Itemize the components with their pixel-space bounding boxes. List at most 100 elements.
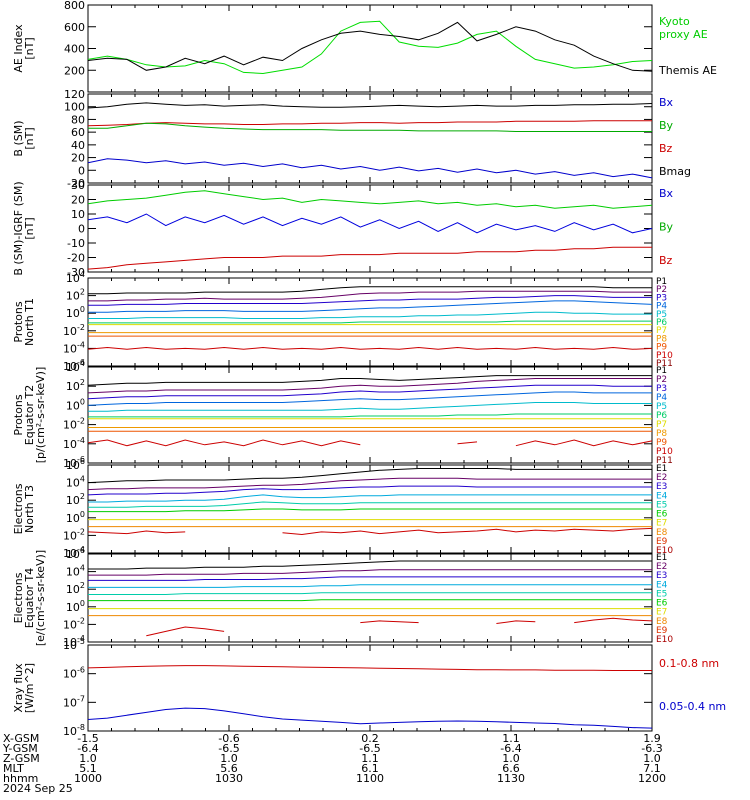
series-line-E2 — [87, 477, 652, 491]
ephemeris-value: -6.3 — [641, 742, 662, 755]
y-tick-label: 10-4 — [63, 436, 85, 451]
legend-entry: E10 — [656, 546, 673, 556]
y-tick-label: 104 — [66, 564, 85, 579]
date-label: 2024 Sep 25 — [3, 782, 73, 795]
legend-entry: P8 — [656, 334, 667, 344]
y-tick-label: 10-6 — [63, 358, 85, 373]
y-axis-label: [nT] — [23, 217, 36, 239]
y-tick-label: 10-4 — [63, 340, 85, 355]
legend-entry: P5 — [656, 310, 667, 320]
y-axis-label: [e/(cm²-s-sr-keV)] — [34, 550, 47, 646]
series-line-By — [88, 122, 652, 132]
y-tick-label: 106 — [66, 457, 85, 472]
y-tick-label: 100 — [66, 510, 85, 525]
legend-entry: P7 — [656, 326, 667, 336]
series-line-E5 — [88, 592, 652, 595]
y-tick-label: 400 — [64, 43, 85, 56]
legend-entry: E7 — [656, 519, 667, 529]
legend-entry: E9 — [656, 626, 668, 636]
panel-frame-pe — [87, 366, 653, 464]
panel-frame-bsmigrf — [87, 184, 653, 273]
series-line-Bx — [87, 158, 653, 179]
y-tick-label: 102 — [66, 581, 85, 596]
series-line-P5 — [88, 402, 652, 412]
y-tick-label: 200 — [64, 64, 85, 77]
series-line-E1 — [87, 468, 652, 484]
legend-entry: 0.1-0.8 nm — [659, 657, 719, 670]
series-line-P1 — [87, 375, 652, 386]
y-axis-label: B (SM) — [12, 120, 25, 156]
series-line-E9 — [146, 617, 653, 637]
legend-entry: E3 — [656, 482, 667, 492]
y-tick-label: 102 — [66, 378, 85, 393]
ephemeris-value: 1.1 — [502, 732, 520, 745]
ephemeris-value: 1.0 — [502, 752, 520, 765]
legend-entry: P11 — [656, 359, 673, 369]
legend-entry: P10 — [656, 447, 673, 457]
ephemeris-value: -6.5 — [359, 742, 380, 755]
ephemeris-row-label: Y-GSM — [2, 742, 38, 755]
ephemeris-value: 6.1 — [361, 762, 379, 775]
legend-entry: P1 — [656, 277, 667, 287]
ephemeris-value: 1.9 — [643, 732, 661, 745]
ephemeris-row-label: MLT — [3, 762, 24, 775]
legend-entry: 0.05-0.4 nm — [659, 700, 726, 713]
y-tick-label: -20 — [67, 177, 85, 190]
y-tick-label: 600 — [64, 21, 85, 34]
y-tick-label: 30 — [71, 179, 85, 192]
y-tick-label: 120 — [64, 88, 85, 101]
ephemeris-value: 1.0 — [220, 752, 238, 765]
series-line-0.1-0.8-nm — [87, 665, 652, 671]
legend-entry: P3 — [656, 384, 667, 394]
y-tick-label: 104 — [66, 359, 85, 374]
legend-entry: E6 — [656, 510, 668, 520]
ephemeris-value: 1200 — [638, 772, 666, 785]
legend-entry: Bmag — [659, 165, 691, 178]
ephemeris-value: 1.1 — [361, 752, 379, 765]
y-tick-label: 10-5 — [63, 637, 85, 652]
ephemeris-value: -6.4 — [500, 742, 521, 755]
y-tick-label: 10-8 — [63, 723, 85, 738]
panel-frame-bsm — [87, 93, 653, 184]
legend-entry: E8 — [656, 617, 668, 627]
legend-entry: By — [659, 221, 674, 234]
ephemeris-value: 5.1 — [79, 762, 97, 775]
y-tick-label: 10-2 — [63, 616, 85, 631]
legend-entry: E1 — [656, 464, 667, 474]
series-line-P5 — [88, 311, 652, 319]
legend-entry: P6 — [656, 411, 667, 421]
y-axis-label: [nT] — [23, 127, 36, 149]
series-line-E1 — [88, 560, 652, 570]
series-line-0.05-0.4-nm — [87, 707, 653, 729]
y-tick-label: 60 — [71, 126, 85, 139]
y-axis-label: Equator T4 — [23, 568, 36, 628]
series-line-Bz — [87, 246, 652, 270]
legend-entry: P9 — [656, 343, 667, 353]
y-tick-label: -30 — [67, 266, 85, 279]
legend-entry: P7 — [656, 420, 667, 430]
y-tick-label: 80 — [71, 113, 85, 126]
legend-entry: P2 — [656, 375, 667, 385]
ephemeris-value: 7.1 — [643, 762, 661, 775]
series-line-P4 — [88, 300, 653, 313]
series-line-E3 — [87, 485, 652, 496]
ephemeris-row-label: X-GSM — [3, 732, 39, 745]
y-tick-label: 100 — [66, 599, 85, 614]
legend-entry: Themis AE — [658, 64, 717, 77]
series-line-P4 — [87, 391, 652, 406]
series-line-Bx — [87, 213, 653, 234]
y-tick-label: 0 — [78, 164, 85, 177]
legend-entry: proxy AE — [659, 28, 708, 41]
legend-entry: Bz — [659, 142, 673, 155]
y-tick-label: -20 — [67, 252, 85, 265]
y-tick-label: 10-4 — [63, 545, 85, 560]
legend-entry: E2 — [656, 473, 667, 483]
legend-entry: E1 — [656, 553, 667, 563]
y-tick-label: 104 — [66, 270, 85, 285]
series-line-P2 — [87, 378, 652, 394]
y-tick-label: 40 — [71, 139, 85, 152]
y-axis-label: Protons — [12, 394, 25, 435]
legend-entry: P5 — [656, 402, 667, 412]
panel-frame-ee — [87, 553, 653, 643]
